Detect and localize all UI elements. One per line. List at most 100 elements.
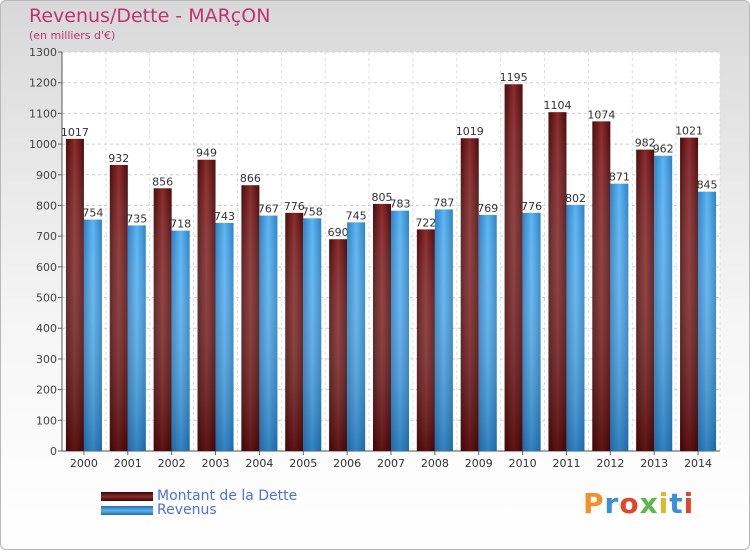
- bar-shade-dette: [329, 239, 348, 451]
- x-tick-label: 2011: [552, 457, 580, 470]
- y-tick-label: 400: [36, 322, 57, 335]
- data-label-dette: 1104: [543, 99, 571, 112]
- data-label-dette: 1195: [500, 71, 528, 84]
- data-label-revenus: 776: [521, 200, 542, 213]
- bar-shade-revenus: [171, 230, 190, 451]
- bar-shade-dette: [416, 229, 435, 451]
- data-label-revenus: 845: [697, 179, 718, 192]
- bar-shade-dette: [548, 112, 567, 451]
- proxiti-logo: Proxiti: [583, 487, 694, 520]
- bar-shade-dette: [153, 188, 172, 451]
- data-label-revenus: 769: [477, 202, 498, 215]
- bar-shade-dette: [373, 203, 391, 451]
- bar-shade-revenus: [215, 222, 234, 451]
- data-label-dette: 1074: [587, 108, 615, 121]
- data-label-revenus: 767: [258, 203, 279, 216]
- x-tick-label: 2009: [465, 457, 493, 470]
- data-label-dette: 722: [415, 216, 436, 229]
- bar-shade-dette: [592, 121, 611, 451]
- x-tick-label: 2003: [202, 457, 230, 470]
- x-tick-label: 2004: [245, 457, 273, 470]
- logo-letter: o: [619, 487, 640, 520]
- legend-swatch-revenus: [101, 506, 153, 515]
- y-tick-label: 900: [36, 169, 57, 182]
- data-label-dette: 805: [372, 191, 393, 204]
- bar-shade-dette: [636, 149, 655, 451]
- data-label-revenus: 962: [653, 143, 674, 156]
- logo-letter: P: [583, 487, 605, 520]
- bar-shade-dette: [504, 84, 523, 451]
- y-tick-label: 1100: [29, 107, 57, 120]
- bar-shade-revenus: [522, 212, 541, 451]
- data-label-revenus: 718: [170, 218, 191, 231]
- x-tick-label: 2010: [509, 457, 537, 470]
- bar-shade-dette: [65, 138, 84, 451]
- y-tick-label: 800: [36, 199, 57, 212]
- y-tick-label: 100: [36, 414, 57, 427]
- logo-letter: i: [683, 487, 695, 520]
- data-label-revenus: 754: [82, 207, 103, 220]
- bar-shade-revenus: [610, 183, 629, 452]
- bar-shade-dette: [680, 137, 699, 452]
- data-label-dette: 690: [328, 226, 349, 239]
- data-label-dette: 866: [240, 172, 261, 185]
- x-tick-label: 2001: [114, 457, 142, 470]
- bar-shade-dette: [241, 185, 260, 451]
- logo-letter: t: [669, 487, 684, 520]
- bar-shade-revenus: [654, 155, 673, 452]
- chart-subtitle: (en milliers d'€): [29, 29, 116, 42]
- bar-shade-dette: [285, 212, 304, 451]
- data-label-revenus: 735: [126, 212, 147, 225]
- data-label-dette: 776: [284, 200, 305, 213]
- bar-shade-revenus: [83, 219, 102, 451]
- y-tick-label: 1300: [29, 46, 57, 59]
- data-label-dette: 949: [196, 147, 217, 160]
- bar-shade-revenus: [391, 210, 409, 451]
- x-tick-label: 2002: [158, 457, 186, 470]
- bar-shade-revenus: [303, 218, 322, 451]
- data-label-dette: 932: [108, 152, 129, 165]
- legend-label-revenus: Revenus: [157, 502, 217, 518]
- data-label-revenus: 745: [346, 209, 367, 222]
- legend-swatch-dette: [101, 492, 153, 501]
- bar-shade-revenus: [566, 204, 585, 451]
- logo-letter: r: [604, 487, 620, 520]
- bar-shade-revenus: [698, 191, 717, 451]
- data-label-revenus: 802: [565, 192, 586, 205]
- bar-shade-dette: [197, 159, 216, 452]
- y-tick-label: 600: [36, 261, 57, 274]
- bar-shade-revenus: [434, 209, 453, 451]
- x-tick-label: 2006: [333, 457, 361, 470]
- bar-shade-revenus: [259, 215, 278, 451]
- bar-shade-revenus: [127, 225, 146, 451]
- bar-shade-revenus: [347, 222, 366, 451]
- logo-letter: i: [658, 487, 670, 520]
- x-tick-label: 2008: [421, 457, 449, 470]
- data-label-revenus: 871: [609, 171, 630, 184]
- y-tick-label: 700: [36, 230, 57, 243]
- data-label-dette: 1019: [456, 125, 484, 138]
- x-tick-label: 2007: [377, 457, 405, 470]
- data-label-dette: 982: [635, 137, 656, 150]
- y-tick-label: 1000: [29, 138, 57, 151]
- bar-shade-dette: [109, 164, 128, 451]
- data-label-revenus: 758: [302, 205, 323, 218]
- logo-letter: x: [639, 487, 659, 520]
- data-label-revenus: 787: [433, 196, 454, 209]
- x-tick-label: 2014: [684, 457, 712, 470]
- y-tick-label: 0: [50, 445, 57, 458]
- y-tick-label: 300: [36, 353, 57, 366]
- y-tick-label: 200: [36, 384, 57, 397]
- data-label-dette: 856: [152, 175, 173, 188]
- x-tick-label: 2000: [70, 457, 98, 470]
- x-tick-label: 2013: [640, 457, 668, 470]
- x-tick-label: 2012: [596, 457, 624, 470]
- data-label-dette: 1021: [675, 125, 703, 138]
- chart-title: Revenus/Dette - MARçON: [29, 5, 271, 27]
- bar-shade-revenus: [478, 214, 497, 451]
- bar-shade-dette: [460, 138, 479, 451]
- data-label-revenus: 743: [214, 210, 235, 223]
- legend-label-dette: Montant de la Dette: [157, 488, 298, 504]
